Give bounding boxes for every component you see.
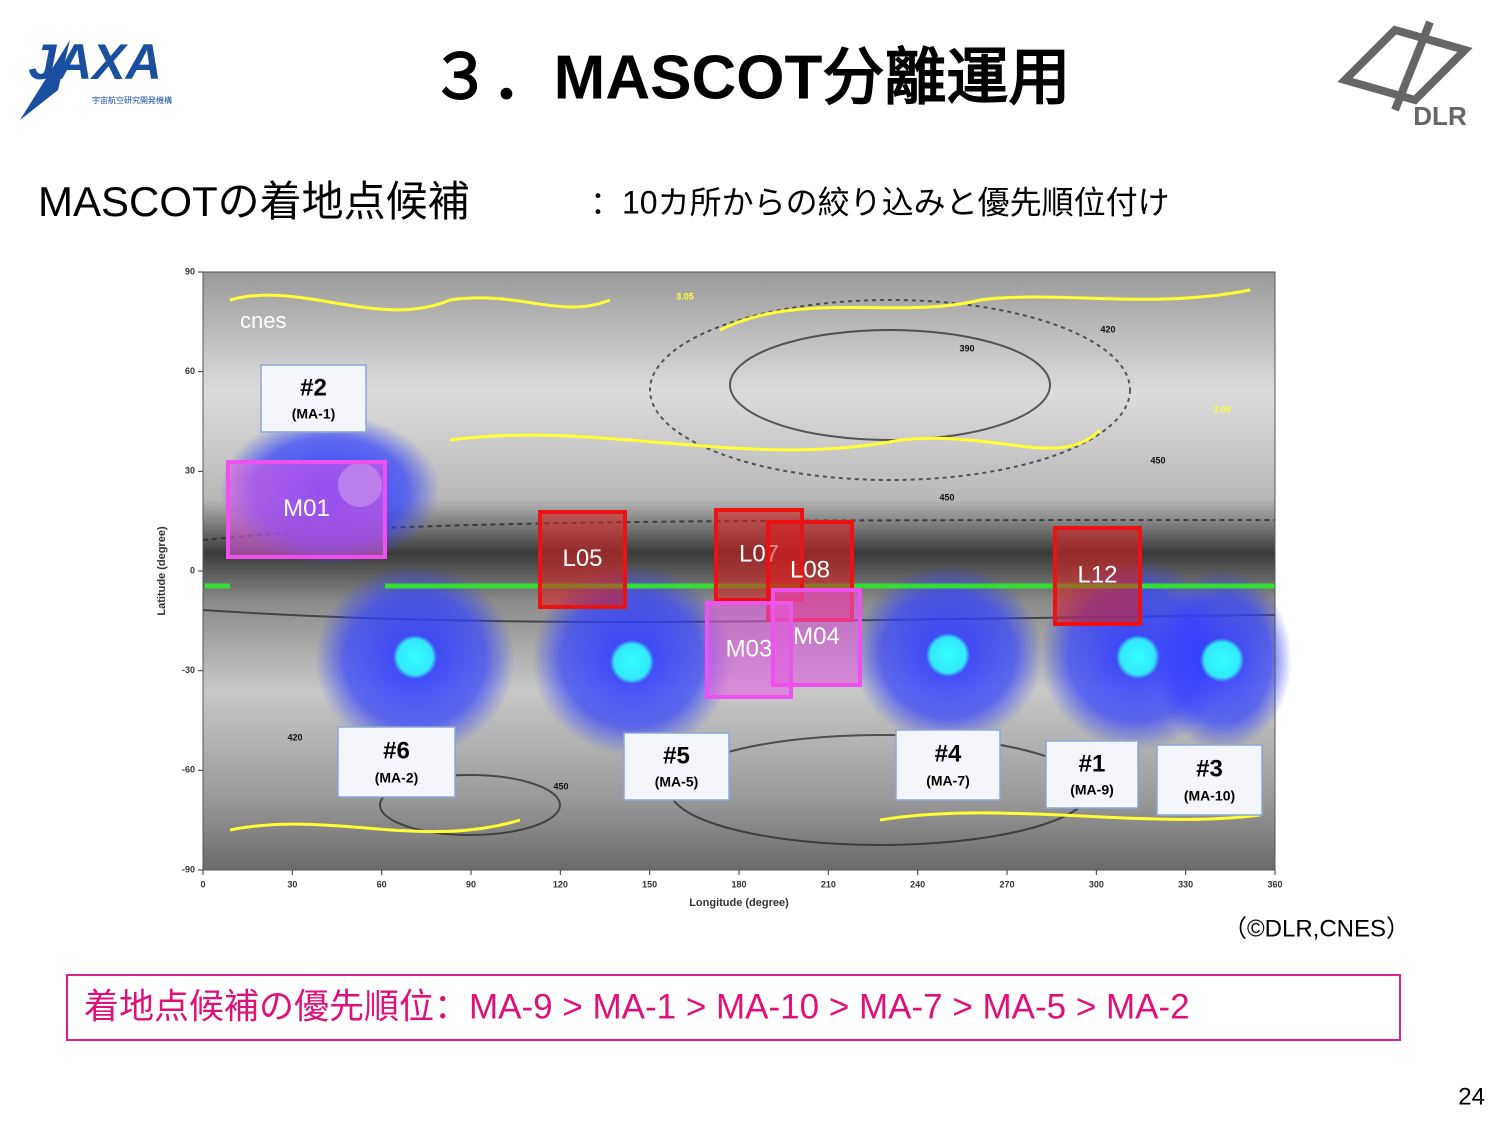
y-tick-label: 0 [190,565,195,575]
contour-label: 3.05 [676,291,694,301]
x-tick-label: 60 [377,879,387,889]
candidate-label: L05 [562,545,602,572]
credit: （©DLR,CNES） [1223,915,1410,942]
landing-site-id: #1 [1079,750,1106,777]
candidate-label: M03 [726,635,773,662]
watermark: cnes [240,308,286,333]
landing-site-id: #6 [383,738,410,765]
map-frame [202,271,1276,871]
landing-site-code: (MA-5) [655,773,699,789]
landing-site-id: #4 [935,741,962,768]
priority-text: 着地点候補の優先順位：MA-9 > MA-1 > MA-10 > MA-7 > … [84,987,1190,1026]
contour-label: 450 [939,492,954,502]
contour-label: 390 [959,343,974,353]
landing-site-box [337,726,456,798]
yellow-contours [229,288,1261,834]
candidate-label: M04 [793,623,840,650]
y-tick-label: 30 [185,466,195,476]
page-number: 24 [1458,1083,1485,1110]
y-tick-label: -30 [182,665,195,675]
landing-site-box [1045,740,1139,809]
landing-site-id: #3 [1196,756,1223,783]
logo-swoosh [20,40,70,120]
landing-site-code: (MA-2) [375,770,419,786]
candidate-label: L12 [1077,561,1117,588]
landing-site-code: (MA-7) [926,773,970,789]
x-tick-label: 210 [821,879,836,889]
x-tick-label: 150 [642,879,657,889]
contour-label: 450 [1150,455,1165,465]
contour-label: 450 [553,781,568,791]
slide-title: ３．MASCOT分離運用 [430,43,1071,112]
candidate-region [1053,526,1142,626]
candidate-label: L08 [790,556,830,583]
y-tick-label: 60 [185,366,195,376]
landing-site-id: #5 [663,742,690,769]
x-tick-label: 270 [999,879,1014,889]
contour-label: 420 [287,732,302,742]
landing-site-box [623,732,730,801]
logo-left-sub: 宇宙航空研究開発機構 [92,95,172,105]
subtitle-main: MASCOTの着地点候補 [38,178,470,225]
x-axis-label: Longitude (degree) [689,897,789,909]
y-tick-label: -60 [182,765,195,775]
priority-box [66,974,1401,1041]
logo-right-mark [1337,20,1473,112]
y-axis-label: Latitude (degree) [156,526,168,616]
x-tick-label: 30 [287,879,297,889]
x-tick-label: 330 [1178,879,1193,889]
landing-site-box [895,729,1001,801]
landing-site-box [1156,744,1263,816]
candidate-region [226,460,387,559]
x-tick-label: 90 [466,879,476,889]
y-tick-label: 90 [185,266,195,276]
candidate-label: M01 [283,495,330,522]
x-tick-label: 300 [1089,879,1104,889]
contour-label: 3.05 [1213,404,1231,414]
y-tick-label: -90 [182,864,195,874]
contour-label: 420 [1100,324,1115,334]
subtitle-detail: ：10カ所からの絞り込みと優先順位付け [590,184,1170,220]
landing-site-code: (MA-10) [1184,788,1235,804]
logo-right: DLR [1413,101,1467,131]
candidate-region [538,510,627,609]
landing-site-code: (MA-1) [292,405,336,421]
landing-site-id: #2 [300,374,327,401]
landing-site-code: (MA-9) [1070,781,1114,797]
candidate-region [771,588,862,687]
x-tick-label: 0 [200,879,205,889]
x-tick-label: 360 [1267,879,1282,889]
landing-site-box [260,364,367,433]
x-tick-label: 180 [731,879,746,889]
x-tick-label: 120 [553,879,568,889]
x-tick-label: 240 [910,879,925,889]
